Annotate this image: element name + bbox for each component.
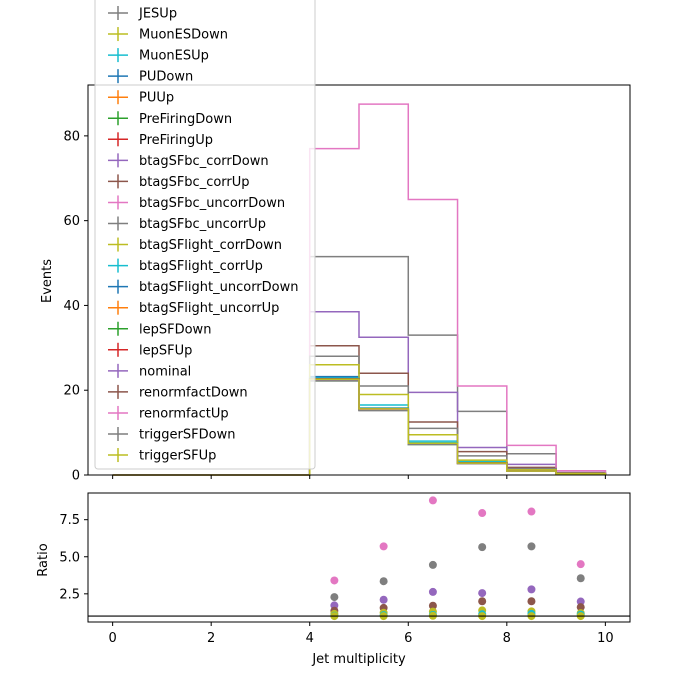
- ratio-point: [576, 603, 585, 612]
- legend-entry: renormfactDown: [108, 384, 248, 400]
- main-ytick-label: 40: [63, 299, 80, 314]
- legend-entry: PUDown: [108, 69, 193, 85]
- legend-label: MuonESDown: [139, 28, 228, 43]
- legend-label: btagSFbc_corrUp: [139, 175, 250, 190]
- ratio-point: [478, 509, 487, 518]
- legend-label: PreFiringDown: [139, 112, 232, 127]
- ratio-point: [527, 597, 536, 606]
- legend-label: btagSFlight_corrDown: [139, 238, 282, 253]
- ratio-point: [379, 595, 388, 604]
- legend-entry: renormfactUp: [108, 405, 229, 421]
- ratio-point: [330, 593, 339, 602]
- main-plot-frame: [87, 84, 631, 476]
- legend-entry: btagSFlight_corrDown: [108, 237, 282, 253]
- ratio-point: [576, 574, 585, 583]
- ratio-point: [379, 542, 388, 551]
- legend-label: JESUp: [138, 7, 177, 22]
- ratio-xtick-label: 0: [108, 631, 116, 646]
- ratio-point: [379, 577, 388, 586]
- ratio-plot-frame: [87, 492, 631, 623]
- legend-label: PreFiringUp: [139, 133, 213, 148]
- legend-label: btagSFlight_corrUp: [139, 259, 263, 274]
- legend-label: lepSFDown: [139, 322, 211, 337]
- ratio-point: [576, 560, 585, 569]
- legend-entry: triggerSFDown: [108, 427, 235, 443]
- legend-box: [94, 0, 316, 470]
- legend-entry: btagSFbc_uncorrDown: [108, 195, 285, 211]
- ratio-xtick-label: 8: [503, 631, 511, 646]
- ratio-point: [428, 560, 437, 569]
- ratio-point: [428, 496, 437, 505]
- legend-entry: MuonESDown: [108, 27, 228, 43]
- legend-entry: nominal: [108, 363, 191, 379]
- ratio-point: [478, 589, 487, 598]
- legend-label: renormfactUp: [139, 406, 229, 421]
- legend-label: PUDown: [139, 70, 193, 85]
- ratio-point: [527, 507, 536, 516]
- ratio-ytick-label: 2.5: [59, 587, 80, 602]
- legend-label: btagSFlight_uncorrDown: [139, 280, 299, 295]
- legend-label: btagSFlight_uncorrUp: [139, 301, 279, 316]
- ratio-ytick-label: 5.0: [59, 550, 80, 565]
- ratio-xtick-label: 6: [404, 631, 412, 646]
- main-ytick-label: 80: [63, 129, 80, 144]
- ratio-xtick-label: 10: [597, 631, 614, 646]
- legend: JESUp MuonESDown MuonESUp PUDown PUUp PreFiri…: [94, 0, 316, 470]
- legend-entry: JESUp: [108, 6, 177, 22]
- ratio-xtick-label: 4: [306, 631, 314, 646]
- legend-label: lepSFUp: [139, 343, 192, 358]
- legend-label: btagSFbc_uncorrDown: [139, 196, 285, 211]
- legend-entry: btagSFbc_corrUp: [108, 174, 250, 190]
- legend-entry: PreFiringDown: [108, 111, 232, 127]
- main-ylabel: Events: [40, 259, 55, 303]
- legend-label: nominal: [139, 364, 191, 379]
- ratio-xtick-label: 2: [207, 631, 215, 646]
- main-steps: [112, 103, 607, 476]
- ratio-points: [330, 496, 585, 621]
- series-step-triggerSFUp: [112, 378, 607, 476]
- legend-entry: PUUp: [108, 90, 174, 106]
- ratio-point: [527, 542, 536, 551]
- ratio-point: [478, 597, 487, 606]
- legend-entry: btagSFlight_corrUp: [108, 258, 263, 274]
- ratio-point: [330, 576, 339, 585]
- legend-entry: btagSFlight_uncorrDown: [108, 279, 299, 295]
- ratio-point: [478, 543, 487, 552]
- legend-entry: btagSFbc_corrDown: [108, 153, 269, 169]
- xlabel: Jet multiplicity: [311, 652, 406, 667]
- main-ytick-label: 0: [72, 469, 80, 484]
- legend-label: PUUp: [139, 91, 174, 106]
- ratio-point: [428, 587, 437, 596]
- ratio-axes: 2.5 5.0 7.5 0 2 4 6 8 10: [59, 492, 631, 646]
- series-step-btagSFbc_uncorrDown: [112, 103, 607, 476]
- legend-label: btagSFbc_uncorrUp: [139, 217, 266, 232]
- legend-label: triggerSFDown: [139, 428, 235, 443]
- ratio-ytick-label: 7.5: [59, 513, 80, 528]
- legend-label: btagSFbc_corrDown: [139, 154, 269, 169]
- legend-entry: btagSFbc_uncorrUp: [108, 216, 266, 232]
- main-axes: 0 20 40 60 80: [63, 84, 631, 484]
- legend-label: MuonESUp: [139, 49, 209, 64]
- legend-label: renormfactDown: [139, 385, 248, 400]
- main-ytick-label: 60: [63, 214, 80, 229]
- legend-entry: PreFiringUp: [108, 132, 213, 148]
- legend-entry: lepSFDown: [108, 321, 211, 337]
- main-ytick-label: 20: [63, 384, 80, 399]
- legend-entry: lepSFUp: [108, 342, 192, 358]
- legend-entry: triggerSFUp: [108, 448, 216, 464]
- legend-label: triggerSFUp: [139, 449, 216, 464]
- legend-entry: MuonESUp: [108, 48, 209, 64]
- ratio-ylabel: Ratio: [36, 543, 51, 576]
- legend-entry: btagSFlight_uncorrUp: [108, 300, 279, 316]
- ratio-point: [428, 601, 437, 610]
- ratio-point: [576, 597, 585, 606]
- ratio-point: [527, 585, 536, 594]
